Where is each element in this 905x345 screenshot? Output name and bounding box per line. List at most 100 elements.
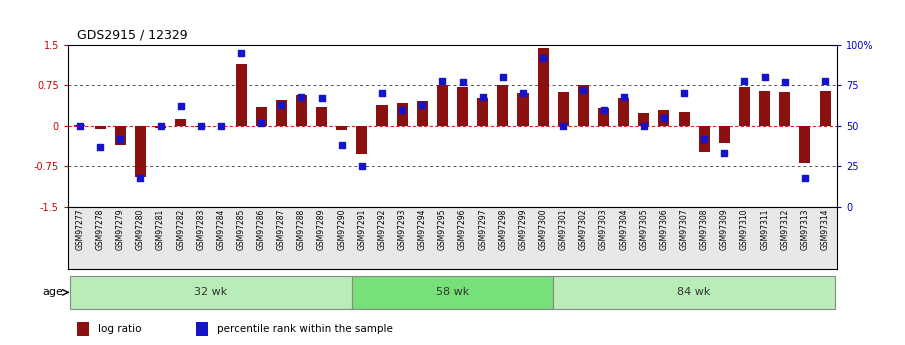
- Bar: [477, 98, 488, 126]
- Point: [576, 88, 591, 93]
- Point: [455, 79, 470, 85]
- Bar: [94, 126, 106, 129]
- Bar: [618, 98, 629, 126]
- Text: GSM97314: GSM97314: [821, 209, 830, 250]
- Bar: [699, 126, 710, 152]
- Bar: [739, 87, 750, 126]
- Text: GSM97287: GSM97287: [277, 209, 286, 250]
- Point: [596, 107, 611, 112]
- Bar: [77, 322, 89, 335]
- Text: GSM97283: GSM97283: [196, 209, 205, 250]
- Point: [697, 136, 711, 142]
- Text: GSM97305: GSM97305: [639, 209, 648, 250]
- Point: [717, 151, 731, 156]
- Text: GSM97282: GSM97282: [176, 209, 186, 250]
- Bar: [235, 64, 246, 126]
- Point: [214, 123, 228, 129]
- Point: [294, 94, 309, 99]
- Text: GSM97293: GSM97293: [397, 209, 406, 250]
- Point: [274, 102, 289, 108]
- Text: GSM97308: GSM97308: [700, 209, 709, 250]
- Text: GSM97290: GSM97290: [338, 209, 347, 250]
- Bar: [352, 276, 553, 309]
- Point: [415, 102, 430, 108]
- Bar: [538, 48, 548, 126]
- Text: GSM97301: GSM97301: [558, 209, 567, 250]
- Text: GSM97279: GSM97279: [116, 209, 125, 250]
- Point: [335, 142, 349, 148]
- Text: GSM97307: GSM97307: [680, 209, 689, 250]
- Bar: [135, 126, 146, 177]
- Text: GSM97278: GSM97278: [96, 209, 105, 250]
- Bar: [417, 100, 428, 126]
- Point: [738, 78, 752, 83]
- Point: [435, 78, 450, 83]
- Text: 58 wk: 58 wk: [436, 287, 469, 297]
- Text: GSM97280: GSM97280: [136, 209, 145, 250]
- Bar: [598, 108, 609, 126]
- Text: GSM97286: GSM97286: [257, 209, 266, 250]
- Text: percentile rank within the sample: percentile rank within the sample: [217, 324, 393, 334]
- Bar: [457, 87, 468, 126]
- Point: [233, 50, 248, 56]
- Text: age: age: [43, 287, 63, 297]
- Text: GSM97284: GSM97284: [216, 209, 225, 250]
- Text: GDS2915 / 12329: GDS2915 / 12329: [77, 28, 187, 41]
- Text: GSM97299: GSM97299: [519, 209, 528, 250]
- Bar: [553, 276, 835, 309]
- Point: [496, 75, 510, 80]
- Text: log ratio: log ratio: [98, 324, 141, 334]
- Bar: [74, 125, 85, 126]
- Point: [757, 75, 772, 80]
- Bar: [498, 85, 509, 126]
- Bar: [578, 85, 589, 126]
- Bar: [437, 86, 448, 126]
- Point: [93, 144, 108, 150]
- Bar: [759, 91, 770, 126]
- Point: [516, 91, 530, 96]
- Bar: [70, 276, 352, 309]
- Point: [636, 123, 651, 129]
- Bar: [175, 119, 186, 126]
- Point: [375, 91, 389, 96]
- Text: GSM97303: GSM97303: [599, 209, 608, 250]
- Bar: [638, 114, 650, 126]
- Text: GSM97310: GSM97310: [740, 209, 749, 250]
- Bar: [296, 95, 307, 126]
- Bar: [820, 91, 831, 126]
- Bar: [155, 126, 166, 128]
- Point: [113, 136, 128, 142]
- Point: [314, 96, 329, 101]
- Text: GSM97277: GSM97277: [75, 209, 84, 250]
- Bar: [659, 110, 670, 126]
- Bar: [799, 126, 811, 163]
- Text: GSM97281: GSM97281: [156, 209, 165, 250]
- Text: GSM97294: GSM97294: [418, 209, 427, 250]
- Point: [254, 120, 269, 126]
- Text: GSM97296: GSM97296: [458, 209, 467, 250]
- Text: GSM97309: GSM97309: [719, 209, 729, 250]
- Text: 84 wk: 84 wk: [678, 287, 710, 297]
- Text: GSM97292: GSM97292: [377, 209, 386, 250]
- Point: [153, 123, 167, 129]
- Bar: [336, 126, 348, 130]
- Text: GSM97295: GSM97295: [438, 209, 447, 250]
- Bar: [195, 126, 206, 127]
- Point: [395, 107, 409, 112]
- Bar: [276, 100, 287, 126]
- Bar: [255, 107, 267, 126]
- Text: GSM97302: GSM97302: [579, 209, 588, 250]
- Text: GSM97297: GSM97297: [478, 209, 487, 250]
- Bar: [719, 126, 730, 143]
- Bar: [679, 112, 690, 126]
- Point: [194, 123, 208, 129]
- Bar: [115, 126, 126, 145]
- Bar: [557, 92, 569, 126]
- Point: [355, 164, 369, 169]
- Text: 32 wk: 32 wk: [195, 287, 227, 297]
- Text: GSM97291: GSM97291: [357, 209, 367, 250]
- Point: [616, 94, 631, 99]
- Text: GSM97300: GSM97300: [538, 209, 548, 250]
- Bar: [396, 103, 407, 126]
- Point: [475, 94, 490, 99]
